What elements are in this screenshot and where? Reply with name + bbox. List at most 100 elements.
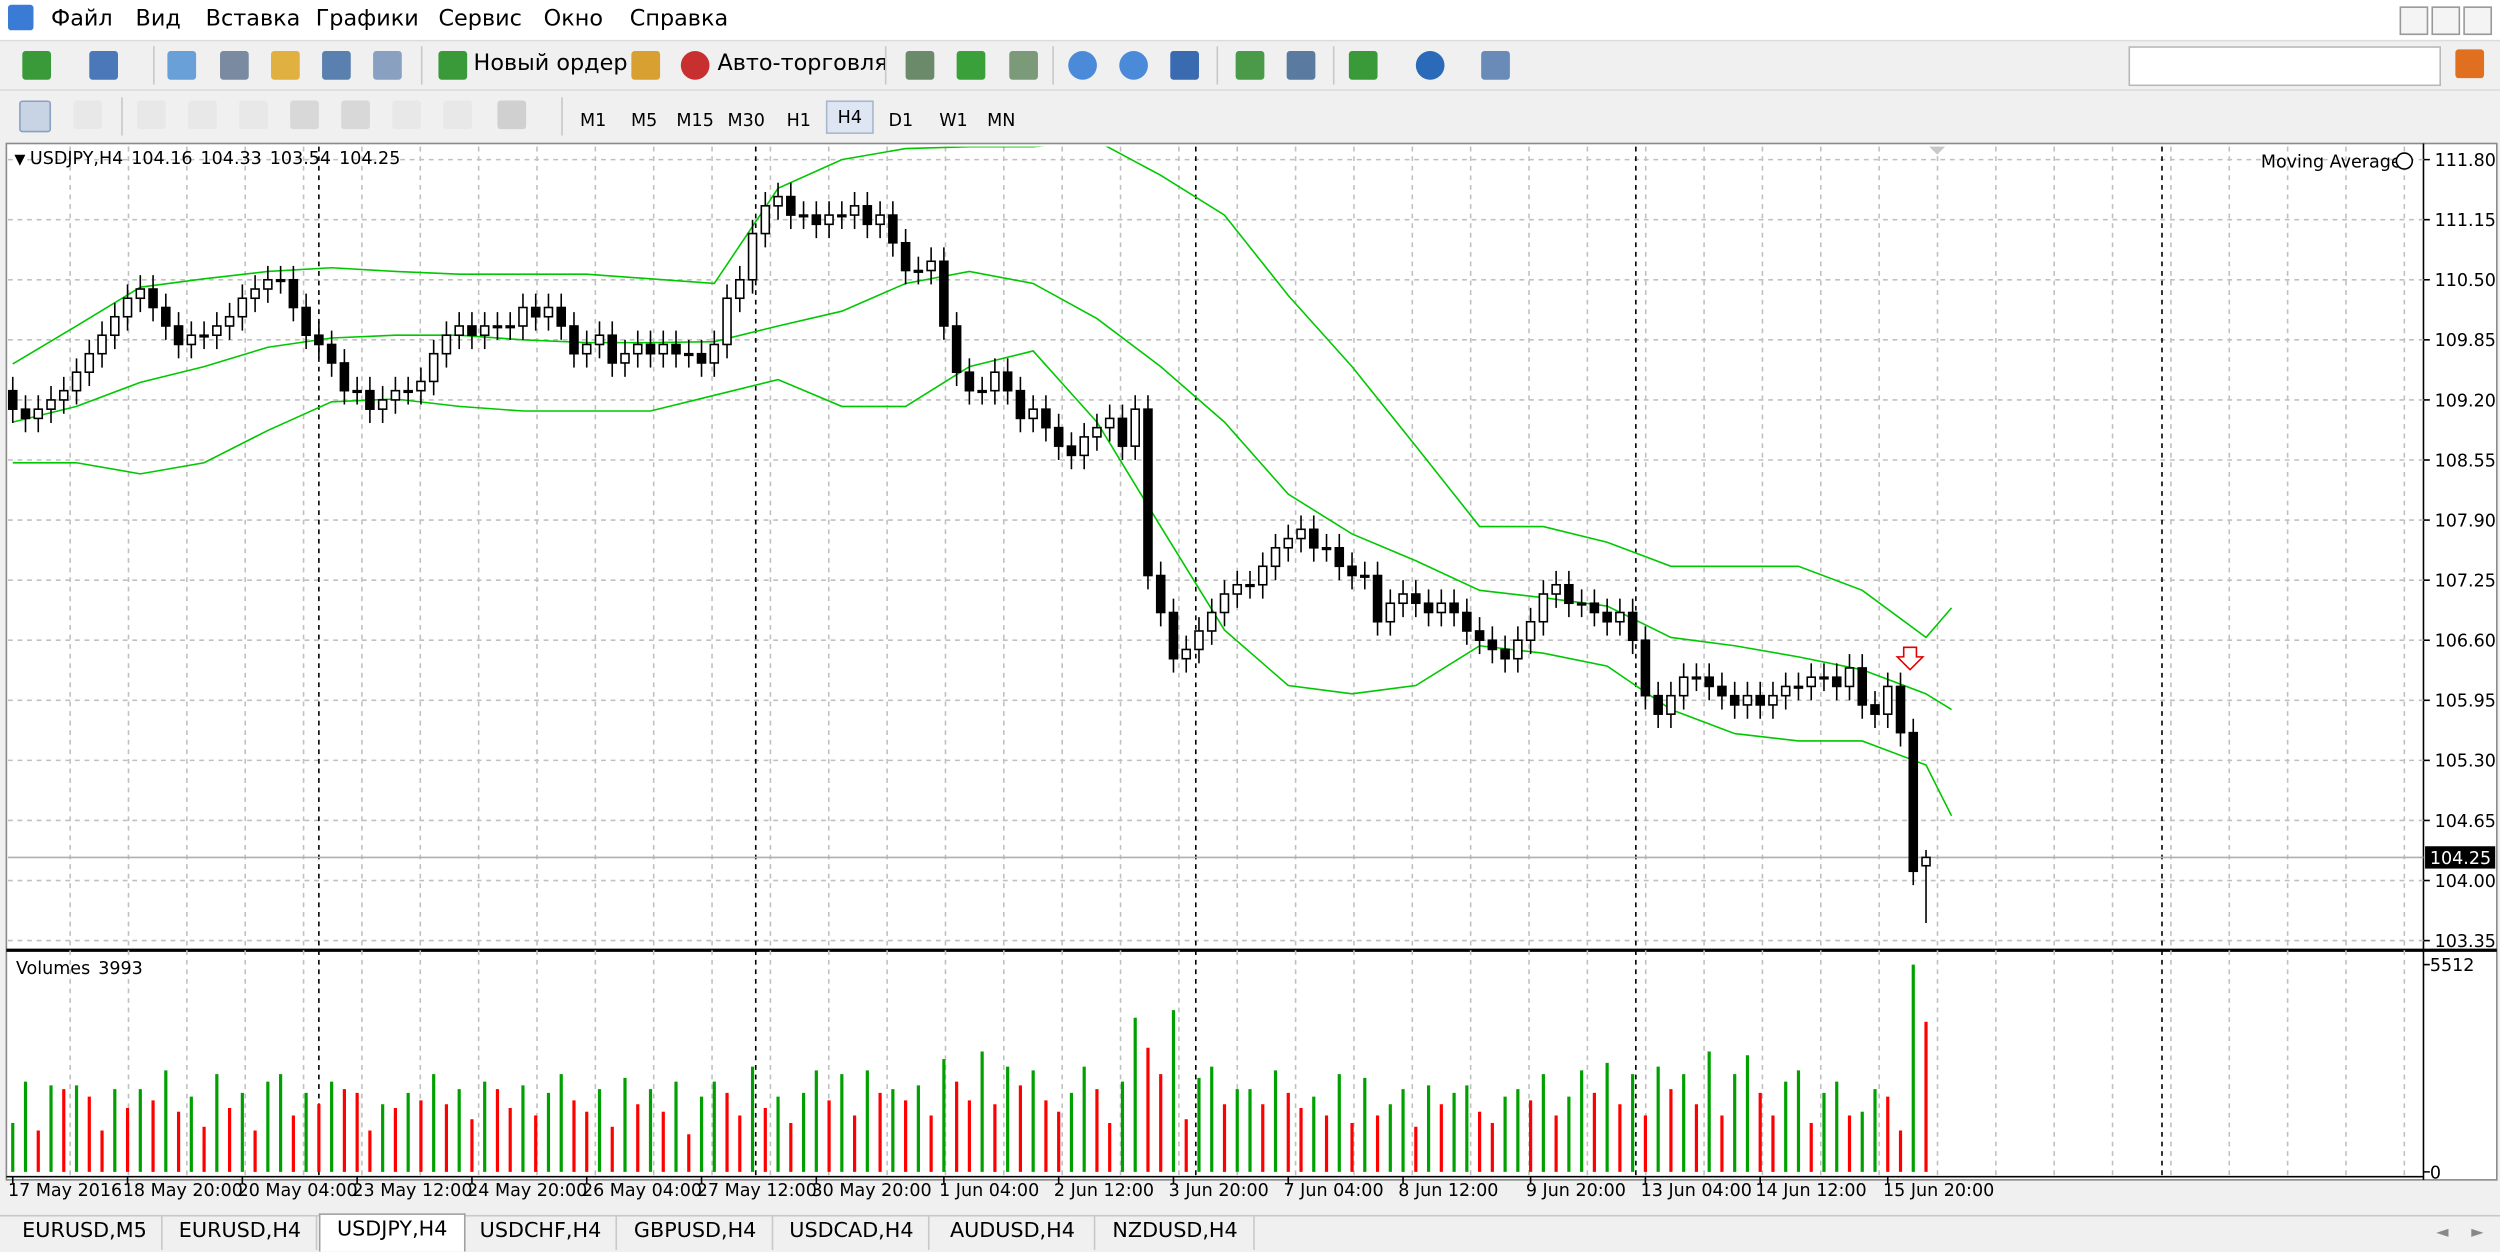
auto-trading-button[interactable]: Авто-торговля bbox=[717, 51, 888, 77]
community-button[interactable] bbox=[2455, 49, 2485, 79]
candle-body bbox=[1921, 856, 1931, 867]
candle-body bbox=[1270, 547, 1281, 568]
timeframe-button[interactable]: M5 bbox=[630, 110, 658, 131]
menu-item[interactable]: Файл bbox=[51, 6, 113, 32]
timeframe-button[interactable]: MN bbox=[987, 110, 1016, 131]
candle-body bbox=[352, 389, 362, 394]
timeframe-button[interactable]: M1 bbox=[579, 110, 607, 131]
chart-tab[interactable]: EURUSD,M5 bbox=[8, 1216, 163, 1251]
menu-item[interactable]: Окно bbox=[543, 6, 604, 32]
close-button[interactable] bbox=[2463, 6, 2493, 36]
candle-chart-button[interactable] bbox=[956, 51, 986, 80]
timeframe-button[interactable]: H4 bbox=[825, 100, 874, 134]
new-order-button[interactable]: Новый ордер bbox=[473, 51, 628, 77]
candle-body bbox=[288, 278, 299, 309]
text-button[interactable] bbox=[392, 100, 421, 130]
trendline-button[interactable] bbox=[239, 100, 268, 130]
candle-body bbox=[97, 334, 107, 355]
candle-body bbox=[1143, 408, 1153, 577]
candle-body bbox=[913, 269, 924, 273]
chart-tab[interactable]: NZDUSD,H4 bbox=[1097, 1216, 1255, 1251]
cursor-button[interactable] bbox=[19, 100, 52, 133]
templates-button[interactable] bbox=[1481, 51, 1510, 80]
bar-chart-button[interactable] bbox=[905, 51, 935, 80]
candle-body bbox=[1079, 436, 1089, 457]
tab-scroll-left[interactable]: ◄ bbox=[2436, 1224, 2449, 1243]
indicators-button[interactable] bbox=[1348, 51, 1378, 80]
vertical-line-button[interactable] bbox=[137, 100, 166, 130]
horizontal-line-button[interactable] bbox=[188, 100, 217, 130]
timeframe-button[interactable]: M30 bbox=[727, 110, 765, 131]
timeframe-button[interactable]: M15 bbox=[676, 110, 714, 131]
autoscroll-button[interactable] bbox=[1235, 51, 1265, 80]
fibo-button[interactable] bbox=[341, 100, 370, 130]
profiles-button[interactable] bbox=[89, 51, 118, 80]
timeframe-button[interactable]: D1 bbox=[888, 110, 914, 131]
market-watch-button[interactable] bbox=[167, 51, 197, 80]
minimize-button[interactable] bbox=[2399, 6, 2429, 36]
chart-tab[interactable]: EURUSD,H4 bbox=[164, 1216, 318, 1251]
candle-body bbox=[1678, 676, 1689, 697]
y-tick-label: 108.55 bbox=[2435, 451, 2496, 471]
y-tick-label: 107.90 bbox=[2435, 511, 2496, 531]
periods-button[interactable] bbox=[1415, 51, 1445, 80]
tile-button[interactable] bbox=[1170, 51, 1199, 80]
price-plot bbox=[7, 146, 2424, 924]
tester-button[interactable] bbox=[373, 51, 402, 80]
label-button[interactable] bbox=[443, 100, 472, 130]
candle-body bbox=[492, 325, 503, 329]
x-tick-label: 17 May 2016 bbox=[8, 1181, 122, 1201]
menu-item[interactable]: Вставка bbox=[205, 6, 301, 32]
x-tick-label: 7 Jun 04:00 bbox=[1283, 1181, 1383, 1201]
candle-body bbox=[607, 334, 618, 364]
timeframe-button[interactable]: H1 bbox=[786, 110, 811, 131]
menu-item[interactable]: Сервис bbox=[438, 6, 522, 32]
candle-body bbox=[1500, 648, 1510, 660]
crosshair-button[interactable] bbox=[73, 100, 103, 130]
candle-body bbox=[1245, 583, 1255, 588]
chart-tab[interactable]: GBPUSD,H4 bbox=[619, 1216, 774, 1251]
line-chart-button[interactable] bbox=[1009, 51, 1038, 80]
menu-item[interactable]: Графики bbox=[315, 6, 419, 32]
chart-tab[interactable]: USDCHF,H4 bbox=[466, 1216, 618, 1251]
candle-body bbox=[339, 362, 350, 392]
navigator-button[interactable] bbox=[271, 51, 300, 80]
candle-body bbox=[888, 214, 898, 244]
candle-body bbox=[977, 389, 987, 394]
search-box[interactable] bbox=[2128, 46, 2442, 87]
indicator-label: Moving Average bbox=[2261, 152, 2402, 172]
new-order-icon bbox=[438, 51, 468, 80]
separator bbox=[121, 97, 123, 136]
new-chart-button[interactable] bbox=[22, 51, 52, 80]
chart-tab[interactable]: USDCAD,H4 bbox=[775, 1216, 930, 1251]
terminal-button[interactable] bbox=[322, 51, 351, 80]
menu-item[interactable]: Вид bbox=[135, 6, 181, 32]
menu-item[interactable]: Справка bbox=[629, 6, 729, 32]
chart-tab[interactable]: USDJPY,H4 bbox=[318, 1213, 466, 1252]
channel-button[interactable] bbox=[290, 100, 319, 130]
candle-body bbox=[683, 352, 694, 357]
tab-scroll-right[interactable]: ► bbox=[2471, 1224, 2484, 1243]
candle-body bbox=[543, 306, 554, 318]
candle-body bbox=[1104, 417, 1115, 429]
editor-button[interactable] bbox=[631, 51, 661, 80]
timeframe-button[interactable]: W1 bbox=[939, 110, 968, 131]
line-studies-toolbar: M1 M5 M15 M30 H1 H4 D1 W1 MN bbox=[0, 91, 2500, 140]
candle-body bbox=[1130, 408, 1140, 447]
separator bbox=[1052, 46, 1054, 85]
zoom-out-button[interactable] bbox=[1119, 51, 1148, 80]
restore-button[interactable] bbox=[2431, 6, 2461, 36]
candle-body bbox=[110, 315, 120, 337]
candle-body bbox=[1449, 602, 1459, 614]
data-window-button[interactable] bbox=[220, 51, 249, 80]
candle-body bbox=[1206, 611, 1217, 632]
zoom-in-button[interactable] bbox=[1068, 51, 1097, 80]
candle-body bbox=[1041, 408, 1051, 429]
candle-body bbox=[212, 325, 222, 337]
chart-shift-button[interactable] bbox=[1286, 51, 1316, 80]
arrows-button[interactable] bbox=[497, 100, 527, 130]
candle-body bbox=[1882, 685, 1893, 715]
chart-tab[interactable]: AUDUSD,H4 bbox=[931, 1216, 1096, 1251]
y-tick-label: 105.95 bbox=[2435, 692, 2496, 712]
candle-body bbox=[1232, 583, 1243, 595]
